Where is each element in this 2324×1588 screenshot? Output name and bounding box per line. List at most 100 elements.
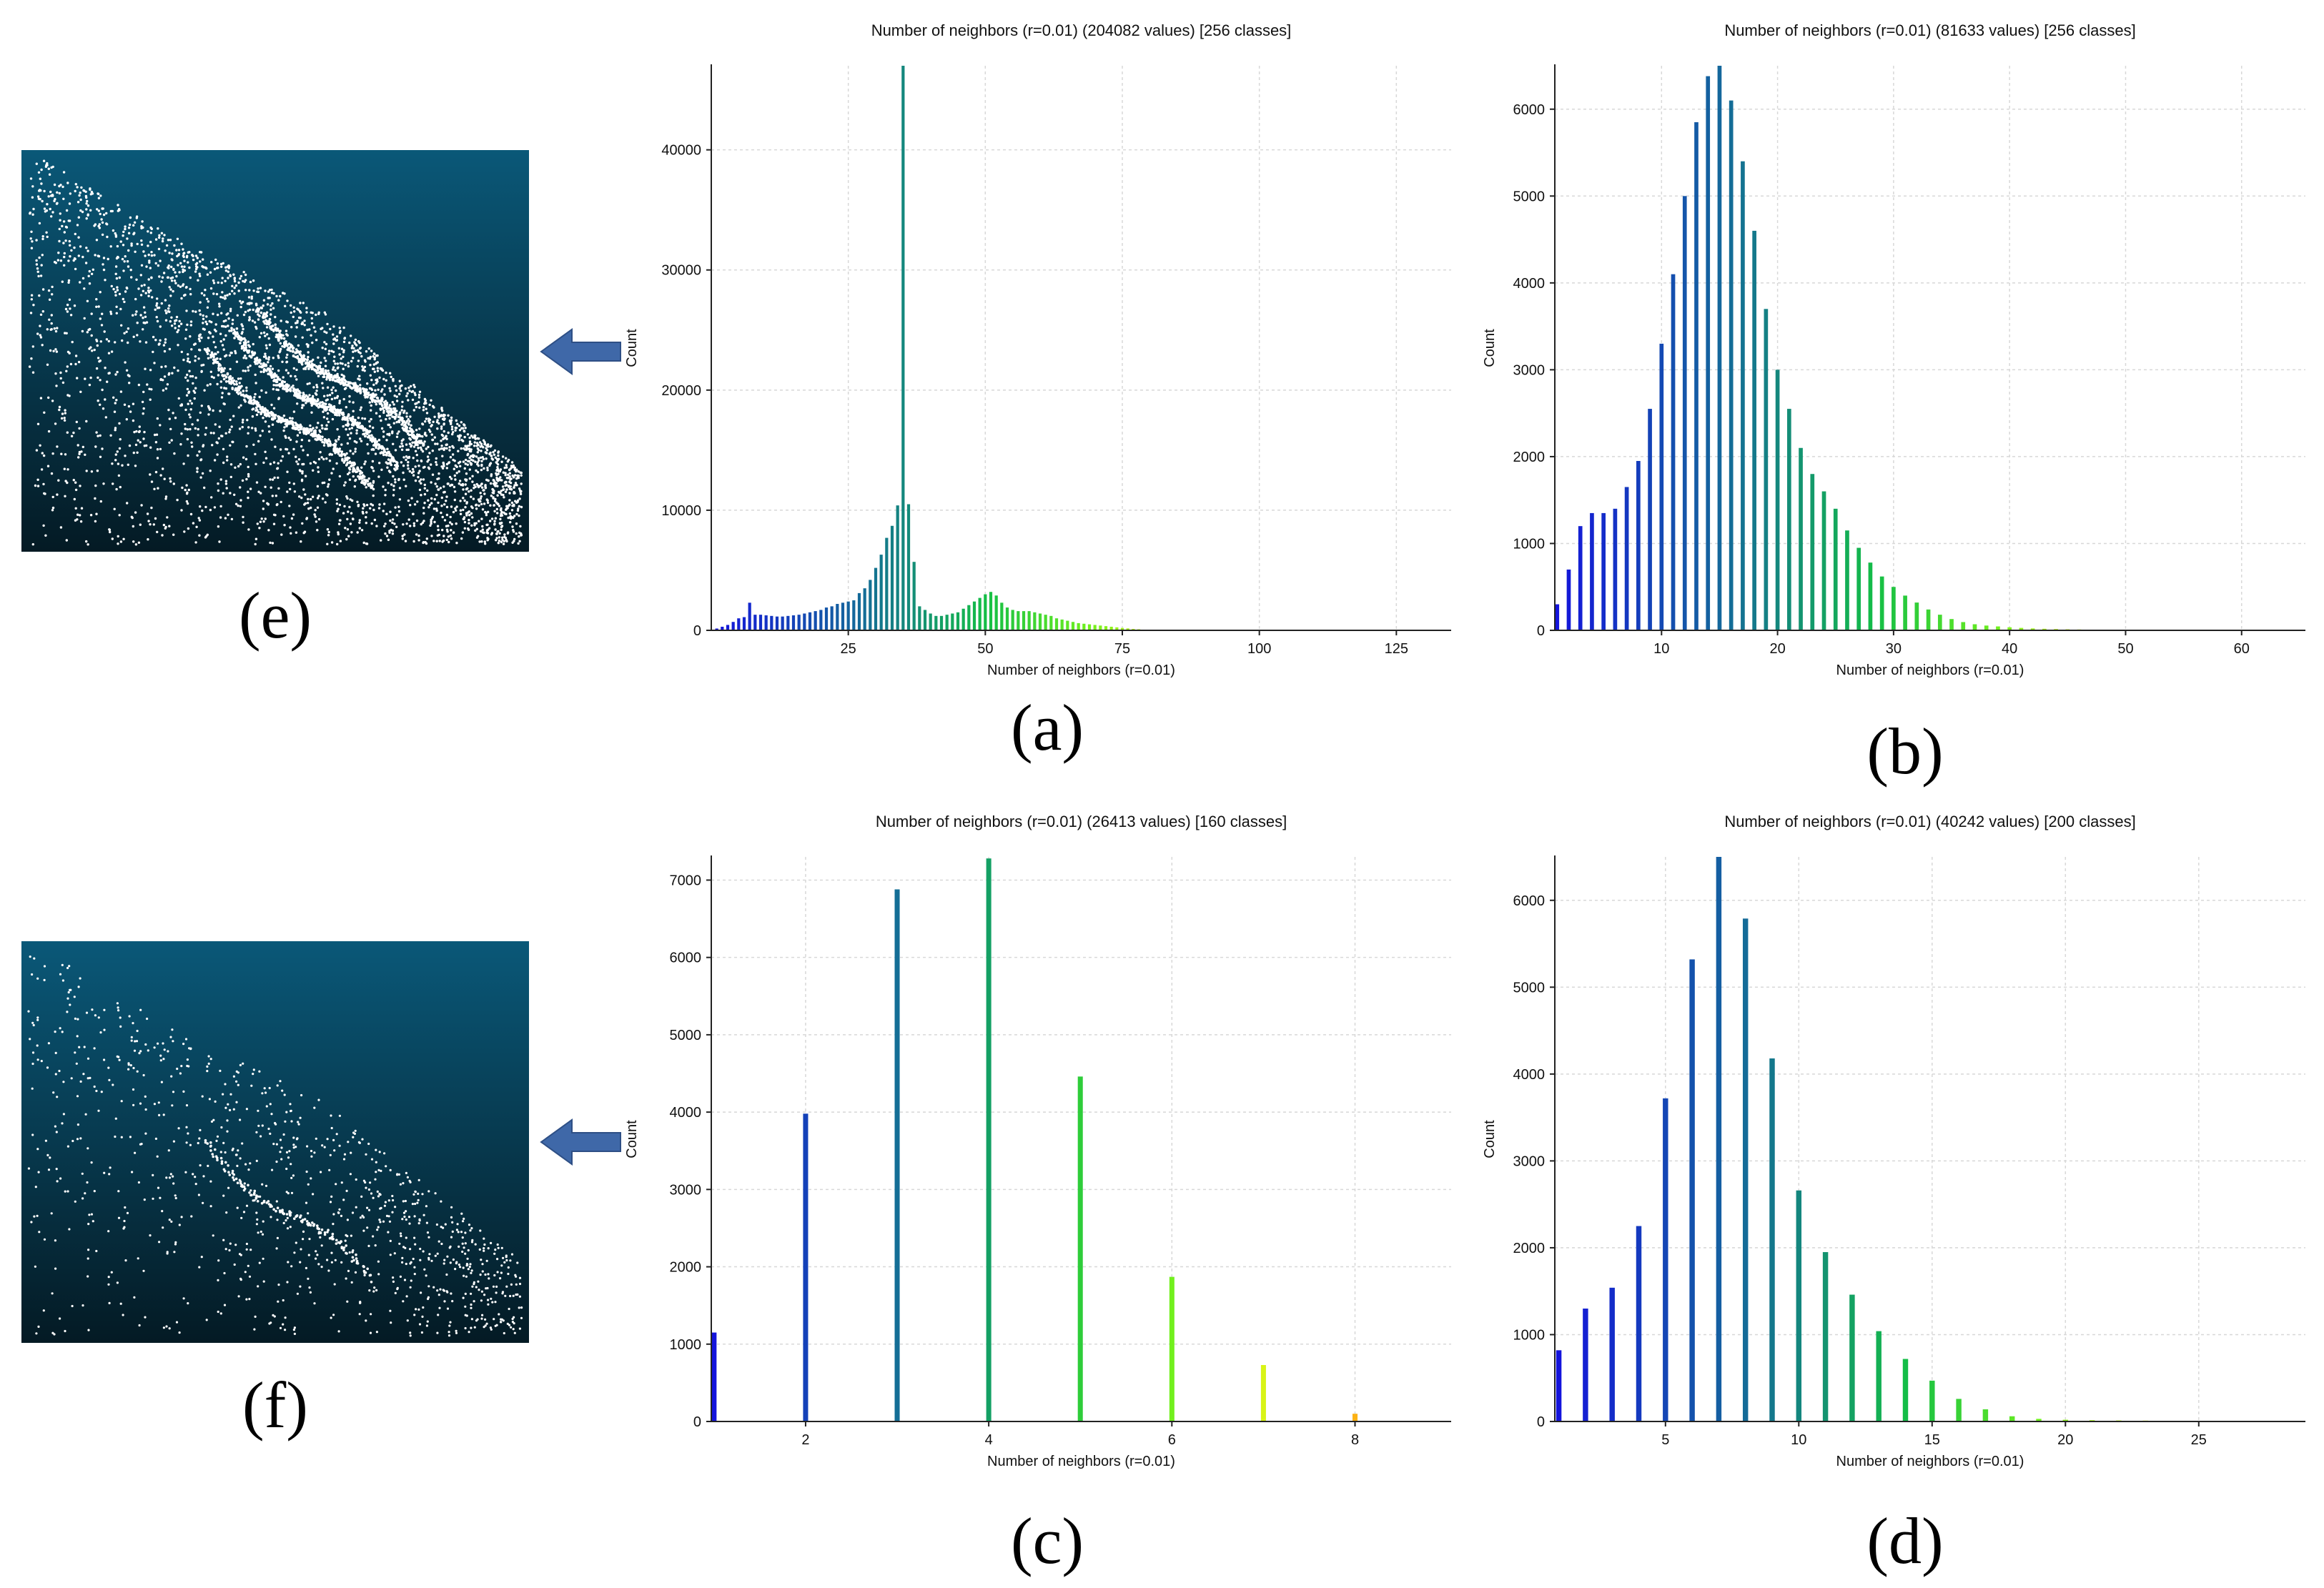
bar-a xyxy=(742,617,746,630)
y-tick-label-b: 1000 xyxy=(1513,536,1546,552)
chart-title-b: Number of neighbors (r=0.01) (81633 valu… xyxy=(1724,21,2135,39)
x-tick-label-a: 50 xyxy=(977,641,993,657)
bar-a xyxy=(775,616,779,630)
bar-b xyxy=(1972,624,1977,630)
histogram-b: Number of neighbors (r=0.01) (81633 valu… xyxy=(1482,21,2305,678)
bar-a xyxy=(1054,618,1059,630)
bar-a xyxy=(1066,620,1069,630)
bar-a xyxy=(929,613,932,630)
y-tick-label-c: 4000 xyxy=(670,1105,702,1121)
bar-a xyxy=(748,602,751,630)
y-tick-label-a: 40000 xyxy=(661,143,701,159)
bar-b xyxy=(1868,562,1873,630)
bar-a xyxy=(1000,602,1004,630)
x-tick-label-a: 100 xyxy=(1247,641,1271,657)
bar-c xyxy=(1260,1365,1266,1421)
bar-d xyxy=(1876,1331,1882,1421)
bar-b xyxy=(1892,587,1896,630)
bar-a xyxy=(896,505,899,630)
chart-title-c: Number of neighbors (r=0.01) (26413 valu… xyxy=(876,813,1287,830)
bar-b xyxy=(1845,530,1849,630)
bar-a xyxy=(797,615,801,630)
y-tick-label-d: 5000 xyxy=(1513,980,1546,996)
point-cloud-background xyxy=(21,941,529,1343)
x-axis-label-b: Number of neighbors (r=0.01) xyxy=(1836,663,2024,678)
y-tick-label-c: 6000 xyxy=(670,951,702,966)
bar-d xyxy=(2062,1419,2069,1421)
bar-a xyxy=(1082,623,1086,630)
bar-a xyxy=(1115,627,1119,630)
bar-b xyxy=(1624,487,1629,630)
bar-b xyxy=(1833,508,1838,630)
bar-a xyxy=(1005,607,1009,630)
bar-a xyxy=(989,592,993,630)
point-cloud-f xyxy=(21,941,529,1343)
bar-d xyxy=(1982,1409,1989,1421)
label-b: (b) xyxy=(1866,715,1944,788)
bar-a xyxy=(1049,615,1053,630)
bar-b xyxy=(2007,627,2012,630)
bar-a xyxy=(961,608,965,630)
bar-b xyxy=(2042,628,2047,630)
bar-a xyxy=(1011,610,1014,630)
bar-b xyxy=(1879,576,1884,630)
bar-a xyxy=(1038,613,1042,630)
bar-a xyxy=(852,600,856,630)
bar-a xyxy=(819,610,823,630)
bar-a xyxy=(956,612,960,630)
bar-a xyxy=(869,580,872,630)
label-a: (a) xyxy=(1010,691,1084,764)
x-tick-label-a: 125 xyxy=(1385,641,1408,657)
bar-b xyxy=(1659,343,1664,630)
y-axis-label-b: Count xyxy=(1482,329,1498,367)
bar-a xyxy=(939,615,944,630)
chart-title-d: Number of neighbors (r=0.01) (40242 valu… xyxy=(1724,813,2135,830)
bar-a xyxy=(1017,611,1020,630)
bar-d xyxy=(1636,1226,1642,1421)
bar-b xyxy=(1903,595,1907,630)
bar-b xyxy=(1590,512,1594,630)
bar-b xyxy=(1914,602,1919,630)
bar-d xyxy=(1609,1287,1615,1421)
point-cloud-points xyxy=(28,159,523,546)
bar-b xyxy=(1671,274,1676,630)
y-tick-label-d: 4000 xyxy=(1513,1067,1546,1083)
point-cloud-f-image xyxy=(21,941,529,1343)
chart-title-a: Number of neighbors (r=0.01) (204082 val… xyxy=(871,21,1292,39)
bar-d xyxy=(1849,1294,1855,1421)
bar-b xyxy=(1636,461,1641,630)
bar-b xyxy=(1799,447,1803,630)
bar-a xyxy=(764,615,768,630)
bar-b xyxy=(1729,100,1734,631)
y-tick-label-a: 10000 xyxy=(661,503,701,519)
bar-a xyxy=(830,606,834,630)
bar-b xyxy=(1717,66,1722,630)
x-tick-label-a: 75 xyxy=(1114,641,1130,657)
bar-a xyxy=(923,610,927,630)
bar-c xyxy=(803,1113,809,1421)
bar-a xyxy=(994,595,998,630)
bar-a xyxy=(945,615,949,630)
bar-c xyxy=(1077,1076,1083,1421)
bar-a xyxy=(1132,628,1135,630)
bar-a xyxy=(715,628,718,630)
y-tick-label-c: 2000 xyxy=(670,1260,702,1276)
bar-b xyxy=(1706,76,1711,631)
label-e: (e) xyxy=(238,579,312,652)
x-tick-label-c: 6 xyxy=(1168,1432,1176,1448)
bar-a xyxy=(758,615,763,630)
bar-a xyxy=(1022,611,1026,630)
y-tick-label-a: 0 xyxy=(693,623,701,639)
x-tick-label-b: 30 xyxy=(1886,641,1902,657)
bar-a xyxy=(951,613,954,630)
bar-a xyxy=(1099,625,1102,630)
y-tick-label-c: 0 xyxy=(693,1414,701,1430)
point-cloud-e xyxy=(21,150,529,552)
bar-d xyxy=(1956,1399,1962,1421)
bar-d xyxy=(1689,959,1695,1421)
bar-a xyxy=(803,613,806,630)
x-tick-label-b: 40 xyxy=(2002,641,2017,657)
bar-d xyxy=(1822,1252,1829,1421)
y-tick-label-a: 20000 xyxy=(661,383,701,399)
bar-d xyxy=(1769,1058,1775,1421)
